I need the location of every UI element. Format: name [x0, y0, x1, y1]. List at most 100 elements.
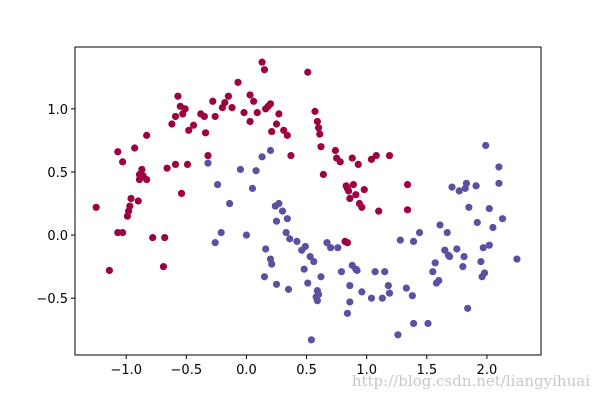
- point: [385, 151, 394, 160]
- point: [443, 228, 451, 237]
- point: [177, 189, 186, 198]
- point: [204, 159, 212, 167]
- point: [360, 186, 368, 194]
- point: [358, 288, 366, 296]
- point: [431, 259, 439, 267]
- point: [211, 239, 219, 247]
- y-tick-label: −0.5: [36, 292, 68, 307]
- x-tick-label: 0.0: [236, 363, 257, 378]
- point: [282, 228, 290, 237]
- point: [171, 112, 180, 121]
- point: [268, 127, 276, 136]
- point: [465, 203, 473, 211]
- point: [317, 273, 325, 281]
- point: [479, 244, 487, 252]
- point: [181, 105, 189, 113]
- point: [371, 268, 379, 276]
- point: [343, 239, 352, 247]
- point: [453, 245, 461, 253]
- point: [306, 252, 314, 261]
- point: [262, 245, 270, 253]
- point: [396, 236, 404, 244]
- point: [246, 117, 254, 126]
- point: [448, 183, 456, 191]
- point: [236, 165, 245, 174]
- point: [337, 268, 346, 276]
- point: [336, 158, 344, 166]
- point: [354, 160, 362, 168]
- x-tick-label: −1.0: [110, 363, 142, 378]
- point: [119, 158, 127, 166]
- point: [409, 237, 418, 245]
- point: [455, 187, 463, 195]
- point: [258, 153, 266, 161]
- point: [266, 146, 275, 155]
- point: [345, 187, 353, 195]
- point: [189, 121, 198, 129]
- point: [286, 235, 294, 243]
- point: [477, 257, 485, 266]
- plot-area: [75, 47, 541, 355]
- point: [441, 246, 449, 254]
- point: [346, 281, 354, 290]
- point: [304, 279, 312, 287]
- point: [204, 151, 212, 160]
- point: [275, 110, 283, 118]
- point: [252, 167, 260, 175]
- point: [234, 78, 242, 86]
- point: [278, 207, 287, 215]
- point: [163, 164, 171, 172]
- point: [149, 234, 157, 242]
- point: [304, 68, 312, 76]
- point: [217, 228, 225, 237]
- point: [319, 170, 327, 179]
- point: [226, 199, 234, 208]
- point: [323, 239, 331, 247]
- point: [409, 319, 418, 328]
- y-tick-label: 0.0: [47, 229, 68, 244]
- point: [300, 265, 308, 273]
- point: [260, 273, 269, 281]
- point: [485, 204, 493, 213]
- point: [349, 180, 358, 189]
- point: [367, 155, 376, 163]
- point: [482, 141, 490, 150]
- point: [429, 268, 437, 276]
- point: [272, 217, 281, 225]
- point: [280, 126, 288, 134]
- x-tick-label: 0.5: [296, 363, 317, 378]
- point: [143, 175, 151, 184]
- point: [183, 160, 192, 168]
- point: [480, 269, 489, 277]
- point: [283, 215, 291, 223]
- point: [394, 331, 402, 339]
- point: [313, 117, 321, 126]
- point: [460, 252, 468, 261]
- point: [495, 163, 503, 171]
- point: [403, 180, 412, 189]
- point: [268, 260, 276, 268]
- point: [346, 298, 354, 306]
- point: [119, 228, 127, 237]
- point: [459, 263, 467, 271]
- point: [446, 252, 454, 261]
- x-tick-label: 2.0: [477, 363, 498, 378]
- point: [92, 203, 100, 211]
- point: [114, 148, 122, 156]
- point: [171, 160, 180, 168]
- point: [284, 285, 293, 293]
- point: [161, 234, 169, 242]
- y-tick-label: 0.5: [47, 166, 68, 181]
- point: [495, 179, 503, 187]
- point: [246, 91, 254, 99]
- point: [313, 297, 321, 305]
- point: [272, 120, 281, 128]
- point: [348, 154, 356, 162]
- point: [316, 130, 324, 138]
- point: [353, 266, 361, 275]
- point: [472, 182, 480, 190]
- x-tick-label: −0.5: [171, 363, 203, 378]
- point: [213, 180, 222, 189]
- point: [283, 131, 291, 139]
- point: [258, 58, 266, 66]
